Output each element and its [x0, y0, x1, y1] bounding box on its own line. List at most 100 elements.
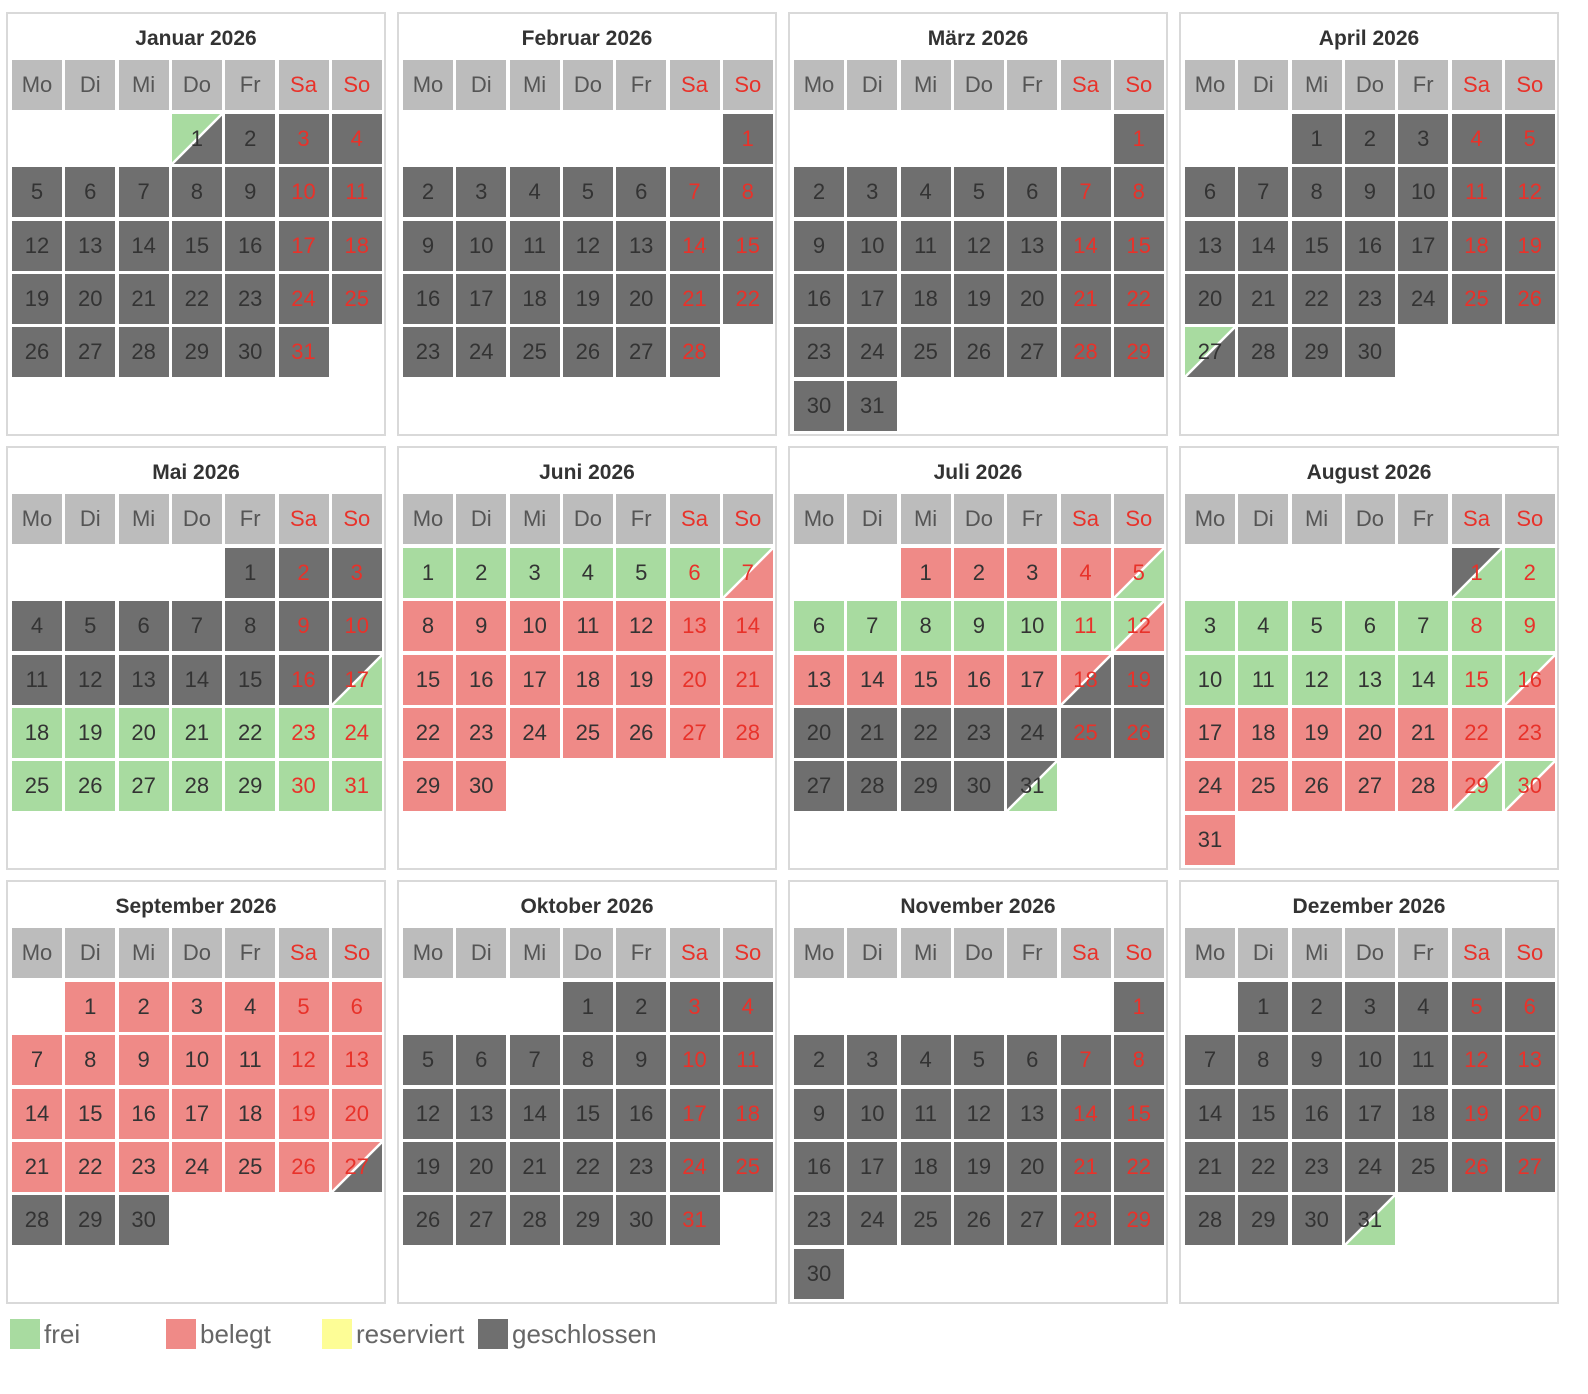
day-cell[interactable]: 23 [225, 273, 276, 324]
day-cell[interactable]: 25 [722, 1141, 773, 1192]
day-cell[interactable]: 18 [562, 654, 613, 705]
day-cell[interactable]: 27 [1007, 327, 1058, 378]
day-cell[interactable]: 7 [847, 601, 898, 652]
day-cell[interactable]: 16 [616, 1088, 667, 1139]
day-cell[interactable]: 14 [1060, 1088, 1111, 1139]
day-cell[interactable]: 17 [847, 273, 898, 324]
day-cell[interactable]: 11 [12, 654, 62, 705]
day-cell[interactable]: 14 [171, 654, 222, 705]
day-cell[interactable]: 17 [171, 1088, 222, 1139]
day-cell[interactable]: 7 [1060, 1035, 1111, 1086]
day-cell[interactable]: 11 [509, 220, 560, 271]
day-cell[interactable]: 28 [722, 707, 773, 758]
day-cell[interactable]: 7 [1060, 167, 1111, 218]
day-cell[interactable]: 8 [1113, 167, 1164, 218]
day-cell[interactable]: 2 [456, 548, 507, 598]
day-cell[interactable]: 6 [331, 982, 382, 1032]
day-cell[interactable]: 6 [669, 548, 720, 598]
day-cell[interactable]: 21 [669, 273, 720, 324]
day-cell[interactable]: 16 [1344, 220, 1395, 271]
day-cell[interactable]: 26 [12, 327, 62, 378]
day-cell[interactable]: 14 [118, 220, 169, 271]
day-cell[interactable]: 11 [331, 167, 382, 218]
day-cell[interactable]: 22 [65, 1141, 116, 1192]
day-cell[interactable]: 20 [669, 654, 720, 705]
day-cell[interactable]: 9 [403, 220, 453, 271]
day-cell[interactable]: 24 [1344, 1141, 1395, 1192]
day-cell[interactable]: 11 [1398, 1035, 1449, 1086]
day-cell[interactable]: 26 [1113, 707, 1164, 758]
day-cell[interactable]: 29 [562, 1195, 613, 1246]
day-cell[interactable]: 3 [278, 114, 329, 164]
day-cell[interactable]: 22 [225, 707, 276, 758]
day-cell[interactable]: 23 [118, 1141, 169, 1192]
day-cell[interactable]: 15 [1451, 654, 1502, 705]
day-cell[interactable]: 25 [900, 327, 951, 378]
day-cell[interactable]: 24 [1007, 707, 1058, 758]
day-cell[interactable]: 25 [900, 1195, 951, 1246]
day-cell[interactable]: 29 [403, 761, 453, 812]
day-cell[interactable]: 18 [1398, 1088, 1449, 1139]
day-cell[interactable]: 28 [1398, 761, 1449, 812]
day-cell[interactable]: 3 [171, 982, 222, 1032]
day-cell[interactable]: 18 [12, 707, 62, 758]
day-cell[interactable]: 4 [722, 982, 773, 1032]
day-cell[interactable]: 21 [118, 273, 169, 324]
day-cell[interactable]: 31 [278, 327, 329, 378]
day-cell[interactable]: 26 [65, 761, 116, 812]
day-cell[interactable]: 23 [1291, 1141, 1342, 1192]
day-cell[interactable]: 1 [403, 548, 453, 598]
day-cell[interactable]: 4 [12, 601, 62, 652]
day-cell[interactable]: 13 [1185, 220, 1235, 271]
day-cell[interactable]: 23 [953, 707, 1004, 758]
day-cell[interactable]: 1 [1113, 114, 1164, 164]
day-cell[interactable]: 28 [1060, 327, 1111, 378]
day-cell[interactable]: 22 [403, 707, 453, 758]
day-cell[interactable]: 5 [953, 1035, 1004, 1086]
day-cell[interactable]: 28 [171, 761, 222, 812]
day-cell[interactable]: 16 [953, 654, 1004, 705]
day-cell[interactable]: 30 [616, 1195, 667, 1246]
day-cell[interactable]: 3 [847, 167, 898, 218]
day-cell[interactable]: 14 [1185, 1088, 1235, 1139]
day-cell[interactable]: 10 [1007, 601, 1058, 652]
day-cell[interactable]: 3 [509, 548, 560, 598]
day-cell[interactable]: 21 [1060, 1141, 1111, 1192]
day-cell[interactable]: 18 [900, 1141, 951, 1192]
day-cell[interactable]: 25 [1398, 1141, 1449, 1192]
day-cell[interactable]: 4 [331, 114, 382, 164]
day-cell[interactable]: 30 [456, 761, 507, 812]
day-cell[interactable]: 15 [1113, 1088, 1164, 1139]
day-cell[interactable]: 20 [118, 707, 169, 758]
day-cell[interactable]: 14 [1238, 220, 1289, 271]
day-cell[interactable]: 20 [1504, 1088, 1555, 1139]
day-cell[interactable]: 29 [65, 1195, 116, 1246]
day-cell[interactable]: 5 [403, 1035, 453, 1086]
day-cell[interactable]: 19 [616, 654, 667, 705]
day-cell[interactable]: 18 [509, 273, 560, 324]
day-cell[interactable]: 24 [1185, 761, 1235, 812]
day-cell[interactable]: 7 [1398, 601, 1449, 652]
day-cell[interactable]: 5 [1113, 548, 1164, 598]
day-cell[interactable]: 3 [669, 982, 720, 1032]
day-cell[interactable]: 2 [1344, 114, 1395, 164]
day-cell[interactable]: 20 [616, 273, 667, 324]
day-cell[interactable]: 4 [900, 167, 951, 218]
day-cell[interactable]: 13 [794, 654, 844, 705]
day-cell[interactable]: 25 [1060, 707, 1111, 758]
day-cell[interactable]: 10 [509, 601, 560, 652]
day-cell[interactable]: 22 [1113, 1141, 1164, 1192]
day-cell[interactable]: 12 [1113, 601, 1164, 652]
day-cell[interactable]: 15 [65, 1088, 116, 1139]
day-cell[interactable]: 2 [225, 114, 276, 164]
day-cell[interactable]: 9 [1344, 167, 1395, 218]
day-cell[interactable]: 12 [65, 654, 116, 705]
day-cell[interactable]: 15 [1238, 1088, 1289, 1139]
day-cell[interactable]: 30 [278, 761, 329, 812]
day-cell[interactable]: 19 [1504, 220, 1555, 271]
day-cell[interactable]: 2 [616, 982, 667, 1032]
day-cell[interactable]: 27 [1344, 761, 1395, 812]
day-cell[interactable]: 2 [278, 548, 329, 598]
day-cell[interactable]: 14 [1060, 220, 1111, 271]
day-cell[interactable]: 7 [509, 1035, 560, 1086]
